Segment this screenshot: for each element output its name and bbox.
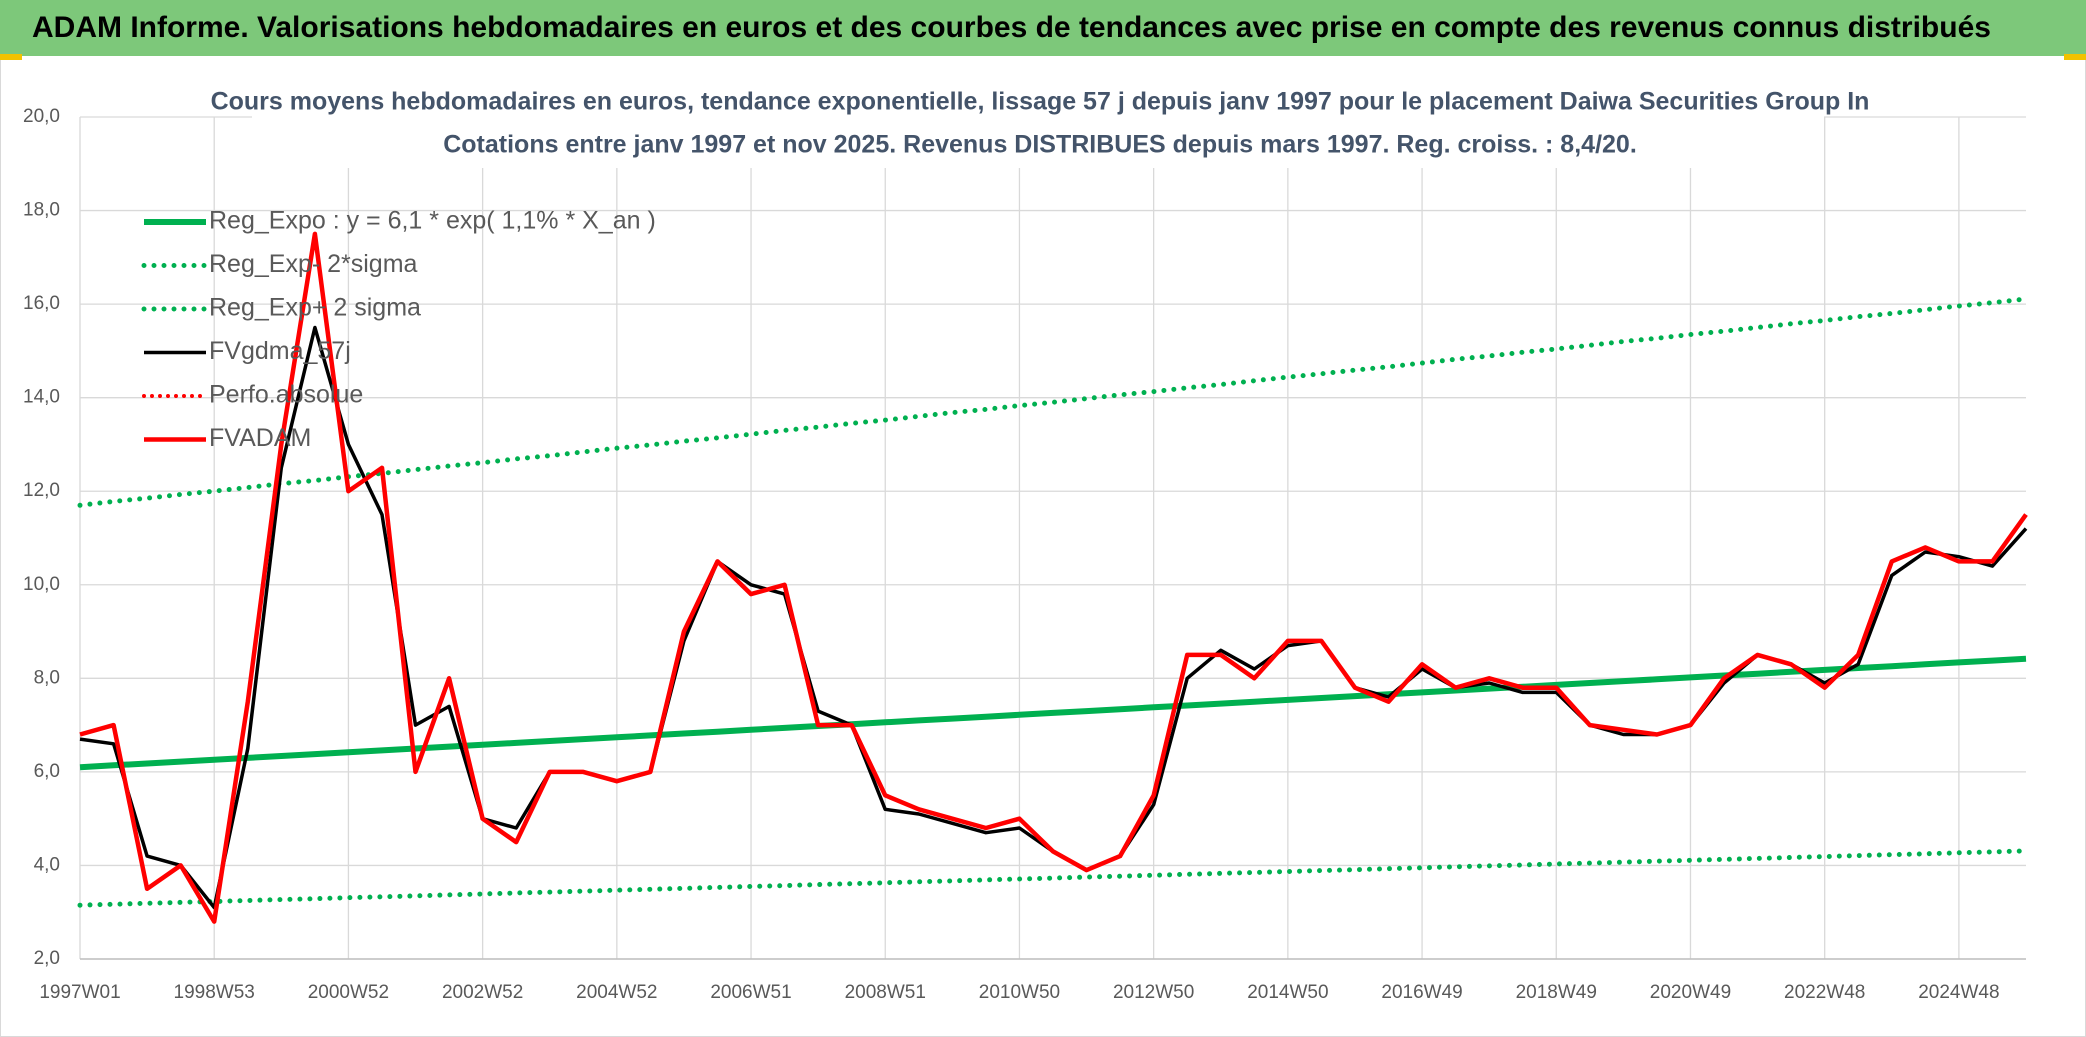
header-title: ADAM Informe. Valorisations hebdomadaire… xyxy=(32,11,1991,44)
x-tick-label: 2018W49 xyxy=(1516,982,1597,1003)
x-tick-label: 2008W51 xyxy=(845,982,926,1003)
series-line xyxy=(79,231,2028,924)
x-tick-label: 2012W50 xyxy=(1113,982,1194,1003)
series-line xyxy=(77,848,2029,908)
x-tick-label: 2022W48 xyxy=(1784,982,1865,1003)
x-tick-label: 2002W52 xyxy=(442,982,523,1003)
legend-label: FVADAM xyxy=(209,424,311,452)
x-tick-label: 1997W01 xyxy=(39,982,120,1003)
y-tick-label: 12,0 xyxy=(23,480,60,501)
y-tick-label: 6,0 xyxy=(34,761,60,782)
legend-label: Reg_Expo : y = 6,1 * exp( 1,1% * X_an ) xyxy=(209,207,656,235)
plot-area: 2,0 4,0 6,0 8,0 10,0 12,0 14,0 16,0 18,0 20,0 1997… xyxy=(23,106,2029,1003)
y-tick-label: 4,0 xyxy=(34,854,60,875)
chart-subtitle: Cotations entre janv 1997 et nov 2025. R… xyxy=(443,131,1637,159)
series-line xyxy=(79,655,2027,771)
y-tick-label: 16,0 xyxy=(23,293,60,314)
x-tick-label: 2006W51 xyxy=(710,982,791,1003)
y-tick-label: 10,0 xyxy=(23,574,60,595)
x-tick-label: 2010W50 xyxy=(979,982,1060,1003)
y-tick-label: 20,0 xyxy=(23,106,60,127)
x-tick-label: 2004W52 xyxy=(576,982,657,1003)
corner-accent xyxy=(2064,54,2086,60)
x-tick-label: 2020W49 xyxy=(1650,982,1731,1003)
y-tick-label: 14,0 xyxy=(23,387,60,408)
y-tick-label: 18,0 xyxy=(23,200,60,221)
legend-label: Perfo.absolue xyxy=(209,381,363,409)
legend-label: Reg_Exp- 2*sigma xyxy=(209,250,418,278)
chart-title: Cours moyens hebdomadaires en euros, ten… xyxy=(211,88,1870,116)
legend: Reg_Expo : y = 6,1 * exp( 1,1% * X_an ) R… xyxy=(141,207,656,452)
legend-label: FVgdma_57j xyxy=(209,337,351,365)
y-tick-label: 8,0 xyxy=(34,667,60,688)
corner-accent xyxy=(0,54,22,60)
x-tick-label: 1998W53 xyxy=(174,982,255,1003)
header-bar xyxy=(0,0,2086,56)
x-tick-label: 2014W50 xyxy=(1247,982,1328,1003)
legend-label: Reg_Exp+ 2 sigma xyxy=(209,294,421,322)
title-background xyxy=(252,88,1824,168)
x-tick-label: 2016W49 xyxy=(1381,982,1462,1003)
series-line xyxy=(77,296,2029,508)
y-tick-label: 2,0 xyxy=(34,948,60,969)
x-tick-label: 2000W52 xyxy=(308,982,389,1003)
x-tick-label: 2024W48 xyxy=(1918,982,1999,1003)
